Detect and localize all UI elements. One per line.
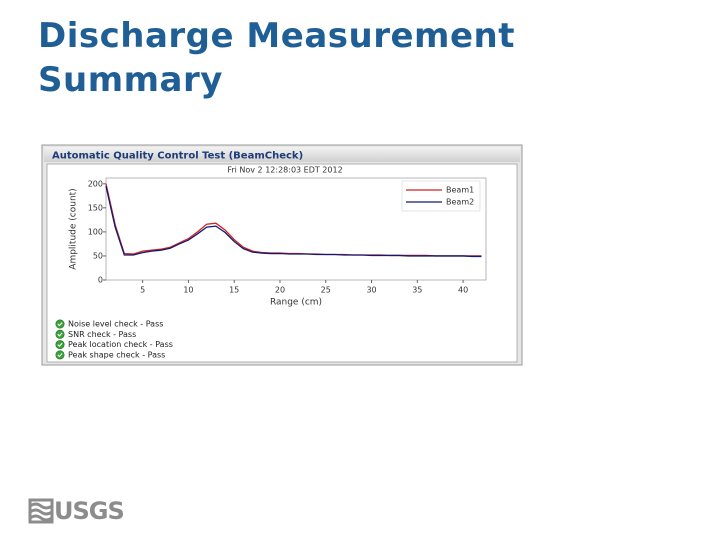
legend-box [401,180,481,212]
check-mark [57,353,63,358]
y-tick-label: 200 [88,179,103,188]
x-tick-label: 25 [321,286,331,295]
check-label: Peak shape check - Pass [68,350,165,359]
logo: USGS [28,497,125,525]
panel-header [44,147,520,162]
x-axis-label: Range (cm) [270,298,322,308]
chart-title: Fri Nov 2 12:28:03 EDT 2012 [227,166,342,175]
x-tick-label: 35 [412,286,422,295]
y-axis-label: Amplitude (count) [69,188,79,269]
check-icon [55,340,65,350]
check-icon [55,319,65,329]
check-label: Noise level check - Pass [68,320,163,329]
x-tick-label: 40 [458,286,468,295]
series-line [105,186,482,258]
logo-icon [28,498,54,524]
check-mark [57,332,63,337]
check-mark [57,322,63,327]
check-label: SNR check - Pass [68,330,136,339]
x-tick-label: 5 [140,286,145,295]
x-tick-label: 30 [366,286,376,295]
x-tick-label: 20 [275,286,285,295]
check-mark [57,342,63,347]
check-label: Peak location check - Pass [68,340,173,349]
y-tick-label: 0 [98,276,103,285]
logo-text: USGS [54,497,124,525]
check-icon [55,329,65,339]
check-icon [55,350,65,360]
y-tick-label: 100 [88,227,103,236]
panel-title: Automatic Quality Control Test (BeamChec… [52,151,303,162]
slide-title: Discharge Measurement Summary [38,16,515,100]
y-tick-label: 50 [93,251,103,260]
legend-label: Beam1 [446,186,474,195]
y-tick-label: 150 [88,203,103,212]
x-tick-label: 10 [183,286,193,295]
x-tick-label: 15 [229,286,239,295]
legend-label: Beam2 [446,198,474,207]
